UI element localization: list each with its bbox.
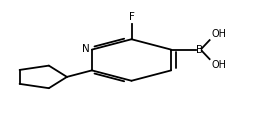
Text: OH: OH [212,60,227,70]
Text: F: F [129,12,134,22]
Text: N: N [82,44,90,54]
Text: OH: OH [212,29,227,39]
Text: B: B [196,45,203,55]
